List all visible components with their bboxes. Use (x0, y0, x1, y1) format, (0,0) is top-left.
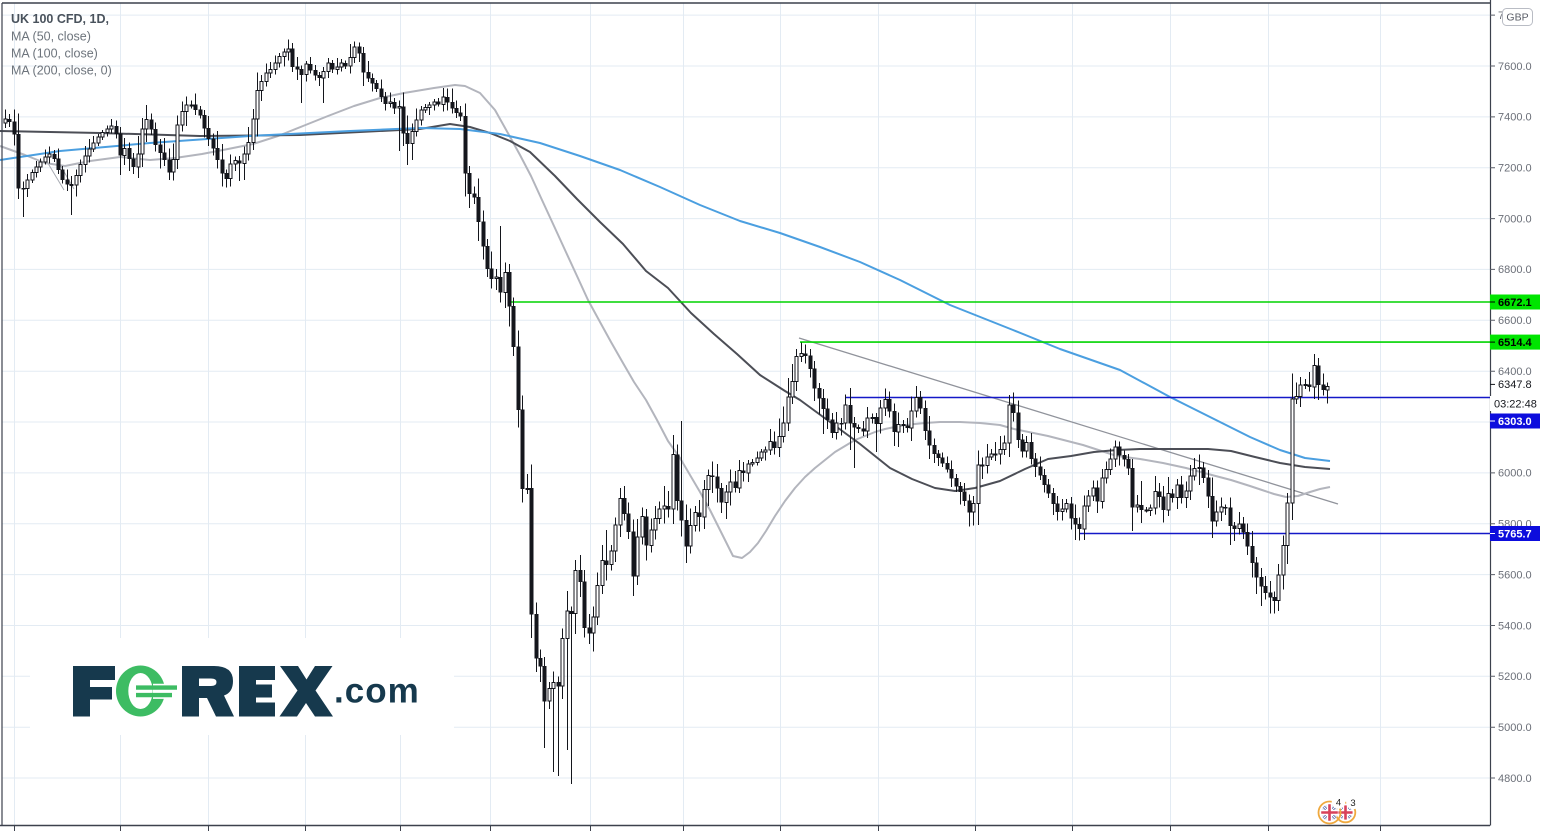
svg-text:3: 3 (1350, 798, 1355, 809)
svg-text:5000.0: 5000.0 (1498, 722, 1532, 734)
svg-text:6800.0: 6800.0 (1498, 264, 1532, 276)
svg-text:5600.0: 5600.0 (1498, 569, 1532, 581)
svg-text:6347.8: 6347.8 (1498, 379, 1532, 391)
svg-text:UK 100 CFD, 1D,: UK 100 CFD, 1D, (11, 12, 109, 26)
svg-text:4800.0: 4800.0 (1498, 773, 1532, 785)
svg-text:7000.0: 7000.0 (1498, 213, 1532, 225)
svg-text:6400.0: 6400.0 (1498, 366, 1532, 378)
svg-text:MA (200, close, 0): MA (200, close, 0) (11, 64, 112, 78)
svg-text:7600.0: 7600.0 (1498, 61, 1532, 73)
svg-text:.com: .com (334, 672, 420, 711)
svg-text:6672.1: 6672.1 (1498, 297, 1532, 309)
svg-text:6600.0: 6600.0 (1498, 315, 1532, 327)
svg-text:MA (50, close): MA (50, close) (11, 30, 91, 44)
svg-text:7200.0: 7200.0 (1498, 163, 1532, 175)
svg-text:03:22:48: 03:22:48 (1494, 399, 1537, 411)
svg-text:GBP: GBP (1506, 12, 1528, 24)
svg-text:7400.0: 7400.0 (1498, 112, 1532, 124)
svg-text:6000.0: 6000.0 (1498, 468, 1532, 480)
svg-text:5765.7: 5765.7 (1498, 528, 1532, 540)
svg-text:MA (100, close): MA (100, close) (11, 47, 98, 61)
svg-text:4: 4 (1336, 798, 1341, 809)
svg-text:6514.4: 6514.4 (1498, 337, 1533, 349)
svg-text:5200.0: 5200.0 (1498, 671, 1532, 683)
svg-text:5400.0: 5400.0 (1498, 620, 1532, 632)
svg-text:6303.0: 6303.0 (1498, 416, 1532, 428)
